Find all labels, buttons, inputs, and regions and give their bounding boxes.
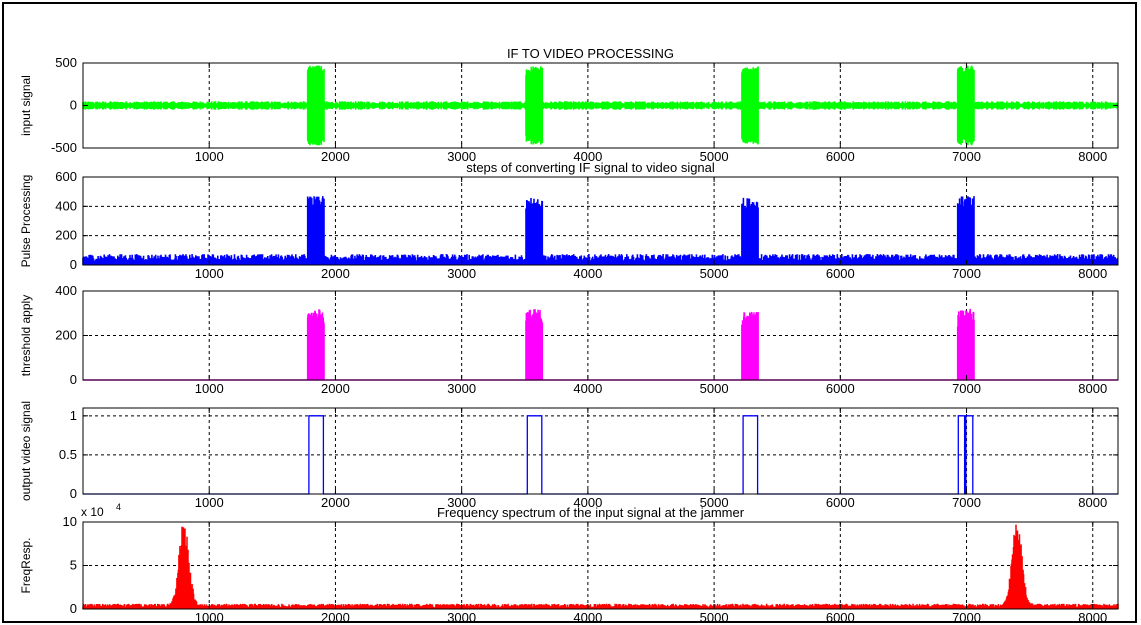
pulse-trace	[83, 415, 1118, 495]
x-tick-label: 4000	[573, 149, 602, 164]
x-tick-label: 7000	[952, 610, 981, 625]
y-tick-label: 400	[55, 198, 77, 213]
subplot-title: Frequency spectrum of the input signal a…	[437, 505, 745, 520]
x-tick-label: 4000	[573, 610, 602, 625]
series-4	[83, 415, 1118, 495]
y-tick-label: 200	[55, 228, 77, 243]
x-tick-label: 3000	[447, 495, 476, 510]
subplot-title: steps of converting IF signal to video s…	[466, 160, 715, 175]
y-axis-label: threshold apply	[19, 295, 33, 376]
x-tick-label: 3000	[447, 266, 476, 281]
y-tick-label: 1	[70, 408, 77, 423]
x-tick-label: 6000	[826, 495, 855, 510]
x-tick-label: 5000	[700, 149, 729, 164]
x-tick-label: 3000	[447, 381, 476, 396]
x-tick-label: 7000	[952, 495, 981, 510]
x-tick-label: 2000	[321, 381, 350, 396]
y-axis-label: FreqResp.	[19, 537, 33, 593]
axes-box	[82, 176, 1119, 266]
y-tick-label: 0	[70, 486, 77, 501]
y-axis-label: Pulse Processing	[19, 175, 33, 268]
y-tick-label: 0	[70, 98, 77, 113]
axes-box	[82, 407, 1119, 495]
x-tick-label: 5000	[700, 266, 729, 281]
x-tick-label: 4000	[573, 266, 602, 281]
subplot-2: 1000 2000 3000 4000 5000 6000 7000 8000 0 200 400 6…	[19, 160, 1119, 281]
x-tick-label: 6000	[826, 266, 855, 281]
x-tick-label: 8000	[1078, 610, 1107, 625]
x-tick-label: 3000	[447, 610, 476, 625]
x-tick-label: 2000	[321, 495, 350, 510]
y-tick-label: 200	[55, 328, 77, 343]
y-tick-label: 5	[70, 558, 77, 573]
x-tick-label: 4000	[573, 381, 602, 396]
burst-3	[741, 66, 759, 145]
x-tick-label: 1000	[195, 495, 224, 510]
subplot-title: IF TO VIDEO PROCESSING	[507, 46, 674, 61]
y-tick-label: 500	[55, 55, 77, 70]
subplot-4: 1000 2000 3000 4000 5000 6000 7000 8000 0 0.5 1 out…	[19, 401, 1119, 510]
plot-area	[83, 408, 1118, 494]
y-axis-label: input signal	[19, 75, 33, 136]
burst-2	[525, 198, 544, 265]
burst-4	[956, 308, 975, 380]
x-tick-label: 1000	[195, 266, 224, 281]
x-tick-label: 8000	[1078, 495, 1107, 510]
x-tick-label: 5000	[700, 610, 729, 625]
y-tick-label: 0	[70, 257, 77, 272]
burst-3	[741, 311, 759, 380]
x-tick-label: 1000	[195, 149, 224, 164]
subplot-1: 1000 2000 3000 4000 5000 6000 7000 8000 -500 0 500…	[19, 46, 1119, 164]
burst-4	[956, 196, 975, 265]
burst-1	[306, 196, 325, 265]
x-tick-label: 2000	[321, 266, 350, 281]
x-tick-label: 8000	[1078, 381, 1107, 396]
x-tick-label: 2000	[321, 149, 350, 164]
burst-4	[956, 65, 975, 146]
y-tick-label: 400	[55, 283, 77, 298]
x-tick-label: 3000	[447, 149, 476, 164]
x-tick-label: 7000	[952, 149, 981, 164]
y-tick-label: 10	[63, 514, 77, 529]
x-tick-label: 6000	[826, 381, 855, 396]
y-multiplier: x 10	[81, 505, 104, 519]
y-tick-label: 0	[70, 372, 77, 387]
burst-3	[741, 197, 759, 265]
y-tick-label: 600	[55, 169, 77, 184]
y-tick-label: 0	[70, 601, 77, 616]
x-tick-label: 6000	[826, 149, 855, 164]
x-tick-label: 4000	[573, 495, 602, 510]
x-tick-label: 7000	[952, 381, 981, 396]
x-tick-label: 8000	[1078, 266, 1107, 281]
y-axis-label: output video signal	[19, 401, 33, 501]
burst-2	[525, 66, 544, 145]
burst-1	[306, 309, 325, 380]
y-tick-label: -500	[51, 140, 77, 155]
burst-2	[525, 309, 544, 380]
subplot-3: 1000 2000 3000 4000 5000 6000 7000 8000 0 200 400 t…	[19, 283, 1119, 396]
x-tick-label: 1000	[195, 381, 224, 396]
y-tick-label: 0.5	[59, 447, 77, 462]
x-tick-label: 5000	[700, 495, 729, 510]
x-tick-label: 6000	[826, 610, 855, 625]
x-tick-label: 8000	[1078, 149, 1107, 164]
x-tick-label: 5000	[700, 381, 729, 396]
x-tick-label: 7000	[952, 266, 981, 281]
y-multiplier-exp: 4	[116, 502, 121, 512]
subplot-5: 1000 2000 3000 4000 5000 6000 7000 8000 0 5 10 Freq…	[19, 502, 1119, 625]
burst-1	[306, 65, 325, 146]
x-tick-label: 2000	[321, 610, 350, 625]
x-tick-label: 1000	[195, 610, 224, 625]
plot-area	[83, 177, 1118, 265]
